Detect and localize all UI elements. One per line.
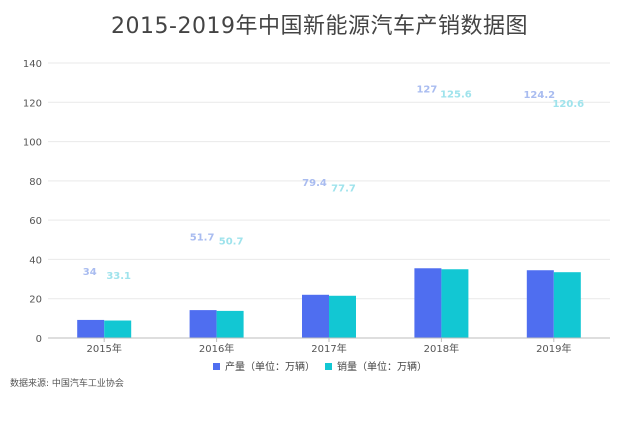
x-tick-label: 2018年 <box>424 342 459 355</box>
data-label: 34 <box>83 267 97 278</box>
bars <box>77 268 581 338</box>
legend: 产量（单位：万辆） 销量（单位：万辆） <box>213 360 427 373</box>
bar <box>216 310 244 338</box>
legend-label: 产量（单位：万辆） <box>225 360 315 373</box>
bar <box>441 269 469 338</box>
x-tick-label: 2019年 <box>536 342 571 355</box>
y-axis: 0 20 40 60 80 100 120 140 <box>23 59 42 345</box>
gridlines <box>48 62 610 300</box>
y-tick-label: 80 <box>29 177 42 188</box>
x-axis: 2015年 2016年 2017年 2018年 2019年 <box>48 337 610 355</box>
x-tick-label: 2016年 <box>199 342 234 355</box>
data-label: 125.6 <box>440 89 472 100</box>
data-label: 127 <box>416 85 437 96</box>
data-label: 33.1 <box>106 271 131 282</box>
data-label: 79.4 <box>302 178 327 189</box>
chart-title: 2015-2019年中国新能源汽车产销数据图 <box>111 14 528 39</box>
legend-swatch <box>213 363 220 370</box>
y-tick-label: 100 <box>23 138 42 149</box>
y-tick-label: 120 <box>23 98 42 109</box>
bar <box>329 295 356 338</box>
y-tick-label: 60 <box>29 216 42 227</box>
bar <box>104 320 132 338</box>
y-tick-label: 0 <box>36 334 42 345</box>
data-label: 77.7 <box>331 183 356 194</box>
data-label: 50.7 <box>219 236 244 247</box>
data-label: 120.6 <box>552 99 584 110</box>
bar <box>526 270 554 338</box>
x-tick-label: 2017年 <box>311 342 346 355</box>
y-tick-label: 20 <box>29 295 42 306</box>
data-label: 51.7 <box>190 232 215 243</box>
legend-swatch <box>325 363 332 370</box>
bar <box>553 272 581 338</box>
source-note: 数据来源: 中国汽车工业协会 <box>10 379 124 389</box>
data-label: 124.2 <box>523 90 555 101</box>
bar <box>77 319 105 338</box>
bar <box>189 310 217 338</box>
y-tick-label: 40 <box>29 255 42 266</box>
legend-label: 销量（单位：万辆） <box>337 360 427 373</box>
y-tick-label: 140 <box>23 59 42 70</box>
bar <box>414 268 442 338</box>
bar <box>302 294 329 338</box>
x-tick-label: 2015年 <box>86 342 121 355</box>
